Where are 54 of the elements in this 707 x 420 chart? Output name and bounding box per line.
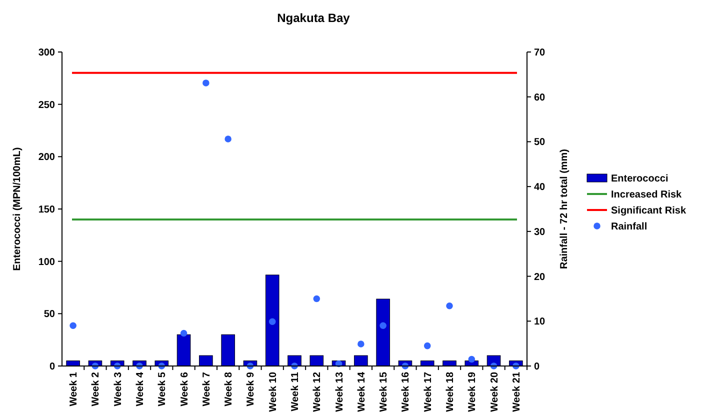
point [380, 322, 386, 330]
y-tick-label: 300 [38, 48, 56, 58]
point [424, 342, 431, 350]
legend-label: Rainfall [611, 222, 648, 232]
y2-tick-label: 60 [534, 92, 546, 104]
x-tick-label: Week 6 [179, 372, 190, 406]
x-tick-label: Week 21 [511, 372, 522, 412]
x-tick-label: Week 8 [224, 372, 235, 406]
y-tick-label: 200 [38, 152, 56, 164]
y2-axis-title: Rainfall - 72 hr total (mm) [559, 148, 570, 270]
x-tick-label: Week 18 [445, 372, 456, 412]
y2-tick-label: 40 [534, 182, 546, 194]
point [224, 136, 232, 142]
y-axis-title: Enterococci (MPN/100mL) [12, 147, 23, 271]
x-tick-label: Week 7 [201, 372, 212, 406]
x-tick-label: Week 9 [246, 372, 257, 406]
x-tick-label: Week 13 [334, 372, 346, 412]
y-tick-label: 250 [38, 100, 56, 111]
y2-tick-label: 20 [534, 272, 546, 283]
x-tick-label: Week 14 [356, 372, 368, 412]
point [202, 80, 210, 86]
y-tick-label: 0 [49, 362, 56, 372]
y2-tick-label: 10 [534, 316, 546, 328]
x-tick-label: Week 1 [68, 372, 80, 406]
chart-title: Ngakuta Bay [277, 11, 350, 25]
y2-tick-label: 50 [534, 137, 546, 148]
x-tick-label: Week 16 [400, 372, 412, 412]
y-tick-label: 100 [38, 256, 56, 268]
x-tick-label: Week 17 [422, 372, 434, 412]
y2-tick-label: 0 [534, 362, 540, 372]
legend-label: Enterococci [611, 174, 668, 184]
x-tick-label: Week 11 [290, 372, 301, 412]
point [268, 318, 276, 325]
y-tick-label: 50 [44, 309, 56, 320]
legend-label: Significant Risk [611, 206, 686, 216]
x-tick-label: Week 2 [90, 372, 102, 406]
point [180, 330, 188, 337]
y2-tick-label: 70 [534, 48, 546, 58]
x-tick-label: Week 5 [157, 372, 168, 406]
point [70, 322, 76, 330]
legend-label: Increased Risk [611, 190, 682, 200]
point [446, 302, 453, 310]
x-tick-label: Week 3 [112, 372, 124, 406]
x-tick-label: Week 15 [378, 372, 390, 412]
x-tick-label: Week 4 [135, 372, 146, 406]
point [468, 356, 476, 363]
y2-tick-label: 30 [534, 226, 546, 238]
x-tick-label: Week 12 [312, 372, 324, 412]
point [313, 295, 320, 302]
x-tick-label: Week 10 [268, 372, 279, 412]
y-tick-label: 150 [38, 204, 56, 216]
x-tick-label: Week 19 [467, 372, 478, 412]
point [358, 340, 364, 348]
x-tick-label: Week 20 [489, 372, 500, 412]
